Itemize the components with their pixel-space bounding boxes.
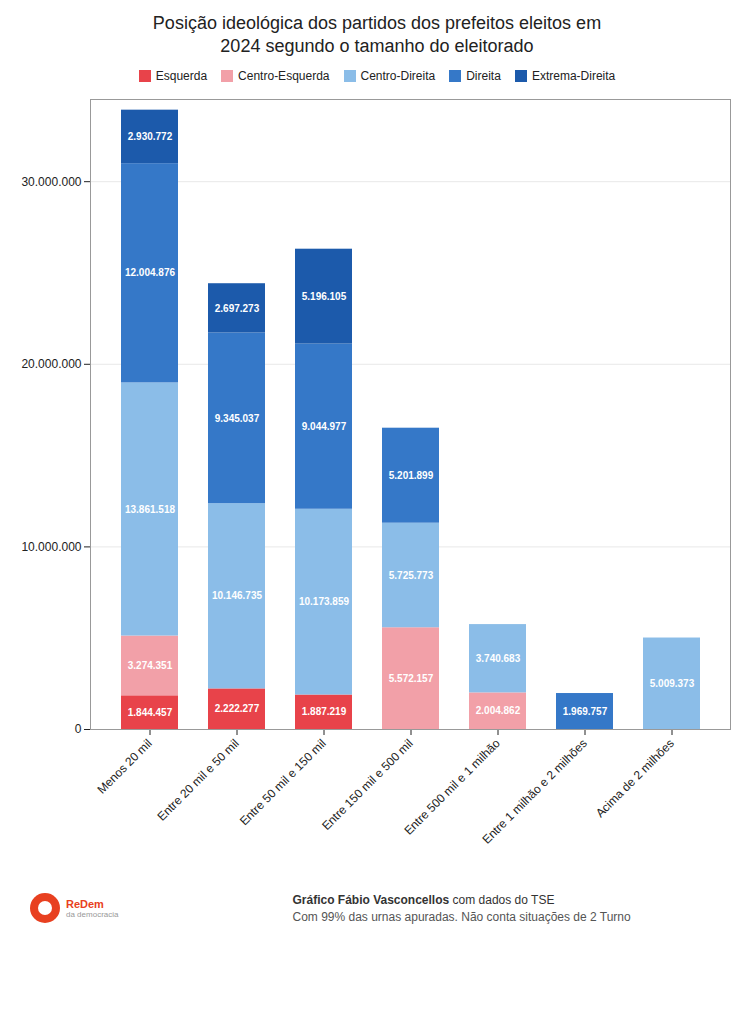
svg-text:3.740.683: 3.740.683 [476, 653, 521, 664]
svg-text:Entre 20 mil e 50 mil: Entre 20 mil e 50 mil [155, 736, 242, 823]
svg-text:1.969.757: 1.969.757 [563, 705, 608, 716]
html-text:Extrema-Direita: Extrema-Direita [531, 68, 616, 83]
svg-text:Entre 1 milhão e 2 milhões: Entre 1 milhão e 2 milhões [479, 736, 589, 846]
svg-text:2.697.273: 2.697.273 [215, 302, 260, 313]
svg-text:2.930.772: 2.930.772 [128, 131, 173, 142]
html-text:Centro-Direita: Centro-Direita [360, 68, 436, 83]
svg-text:5.009.373: 5.009.373 [650, 678, 695, 689]
svg-text:20.000.000: 20.000.000 [21, 357, 81, 371]
svg-text:13.861.518: 13.861.518 [125, 503, 175, 514]
svg-text:1.887.219: 1.887.219 [302, 706, 347, 717]
svg-text:Entre 150 mil e 500 mil: Entre 150 mil e 500 mil [319, 736, 416, 833]
svg-text:Entre 50 mil e 150 mil: Entre 50 mil e 150 mil [237, 736, 329, 828]
svg-text:10.146.735: 10.146.735 [212, 590, 262, 601]
svg-text:3.274.351: 3.274.351 [128, 660, 173, 671]
svg-text:12.004.876: 12.004.876 [125, 267, 175, 278]
svg-text:5.572.157: 5.572.157 [389, 673, 434, 684]
svg-text:Menos 20 mil: Menos 20 mil [94, 736, 154, 796]
svg-text:9.345.037: 9.345.037 [215, 412, 260, 423]
svg-text:2.222.277: 2.222.277 [215, 703, 260, 714]
svg-text:1.844.457: 1.844.457 [128, 707, 173, 718]
svg-text:10.000.000: 10.000.000 [21, 540, 81, 554]
html-text:Gráfico Fábio Vasconcellos com: Gráfico Fábio Vasconcellos com dados do … [292, 892, 555, 907]
html-text:Com 99% das urnas apuradas. Nã: Com 99% das urnas apuradas. Não conta si… [292, 909, 631, 924]
html-text:Centro-Esquerda: Centro-Esquerda [238, 68, 330, 83]
html-text:Posição ideológica dos partido: Posição ideológica dos partidos dos pref… [152, 13, 602, 57]
svg-text:9.044.977: 9.044.977 [302, 421, 347, 432]
svg-text:5.201.899: 5.201.899 [389, 470, 434, 481]
html-text:Direita: Direita [466, 68, 501, 83]
svg-text:30.000.000: 30.000.000 [21, 174, 81, 188]
svg-text:2.004.862: 2.004.862 [476, 705, 521, 716]
svg-text:0: 0 [75, 722, 82, 736]
html-text:da democracia: da democracia [66, 909, 119, 919]
svg-text:5.725.773: 5.725.773 [389, 569, 434, 580]
svg-text:10.173.859: 10.173.859 [299, 596, 349, 607]
html-text:ReDem: ReDem [66, 897, 104, 910]
html-text:Esquerda: Esquerda [155, 68, 208, 83]
svg-text:Entre 500 mil e 1 milhão: Entre 500 mil e 1 milhão [401, 736, 503, 838]
svg-text:5.196.105: 5.196.105 [302, 291, 347, 302]
svg-text:Acima de 2 milhões: Acima de 2 milhões [593, 736, 677, 820]
